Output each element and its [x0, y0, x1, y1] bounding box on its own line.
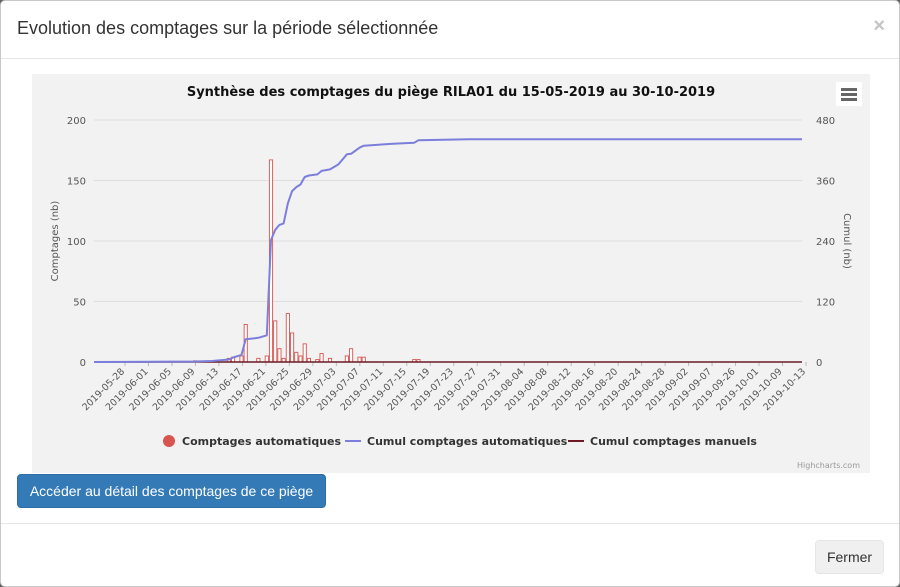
bar [344, 355, 349, 363]
bar [273, 320, 278, 363]
bar [290, 332, 295, 363]
close-icon[interactable]: × [873, 15, 885, 37]
bar [285, 313, 290, 363]
bar [319, 353, 324, 363]
bar [298, 355, 303, 363]
modal-header: Evolution des comptages sur la période s… [1, 1, 899, 59]
legend-marker-comptages [163, 435, 175, 447]
y-right-tick-label: 120 [816, 298, 835, 309]
bar [349, 348, 354, 363]
chart-container: Synthèse des comptages du piège RILA01 d… [32, 74, 870, 473]
legend-label: Cumul comptages manuels [590, 435, 757, 448]
y-left-tick-label: 200 [67, 116, 86, 127]
chart-svg: Synthèse des comptages du piège RILA01 d… [50, 85, 860, 470]
chart-title: Synthèse des comptages du piège RILA01 d… [187, 85, 715, 100]
y-left-tick-label: 150 [67, 177, 86, 188]
modal-title: Evolution des comptages sur la période s… [17, 18, 439, 38]
y-right-tick-label: 240 [816, 237, 835, 248]
y-left-tick-label: 100 [67, 237, 86, 248]
bar [302, 343, 307, 363]
y-left-tick-label: 50 [73, 298, 86, 309]
y-right-tick-label: 0 [816, 358, 822, 369]
credits-text: Highcharts.com [797, 461, 860, 470]
close-button[interactable]: Fermer [815, 540, 884, 574]
series-line-cumul-automatiques [93, 138, 802, 363]
y-left-tick-label: 0 [80, 358, 86, 369]
bar [239, 355, 244, 363]
y-right-axis-title: Cumul (nb) [841, 213, 852, 269]
legend-label: Cumul comptages automatiques [367, 435, 568, 448]
y-right-tick-label: 360 [816, 177, 835, 188]
hamburger-icon[interactable] [836, 82, 862, 106]
legend-label: Comptages automatiques [182, 435, 342, 448]
y-left-axis-title: Comptages (nb) [50, 201, 61, 282]
modal-footer: Fermer [1, 523, 899, 586]
y-right-tick-label: 480 [816, 116, 835, 127]
bar [264, 355, 269, 363]
bar [294, 351, 299, 363]
bar [277, 348, 282, 363]
detail-button[interactable]: Accéder au détail des comptages de ce pi… [17, 474, 326, 508]
